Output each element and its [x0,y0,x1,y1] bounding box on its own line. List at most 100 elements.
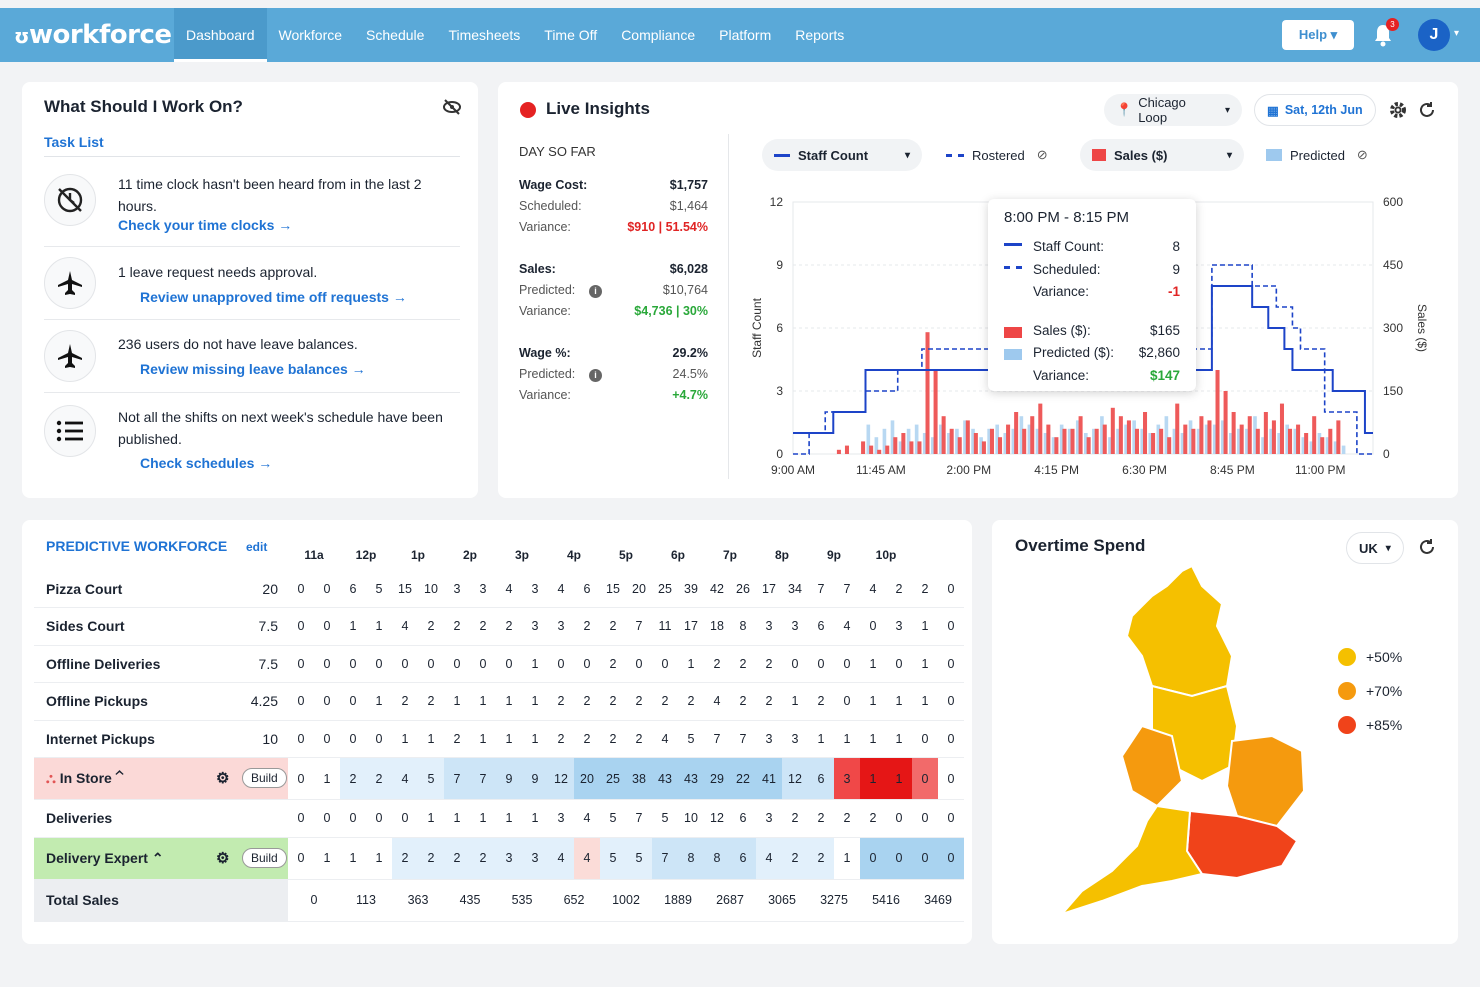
forecast-cell[interactable]: 0 [392,799,418,838]
forecast-cell[interactable]: 1 [860,682,886,721]
map-region-west-midlands[interactable] [1120,724,1184,808]
forecast-cell[interactable]: 2 [652,682,678,721]
forecast-cell[interactable]: 0 [886,645,912,683]
location-select[interactable]: 📍 Chicago Loop ▾ [1104,94,1242,126]
forecast-cell[interactable]: 0 [496,645,522,683]
eye-off-icon[interactable]: ⊘ [1036,147,1048,162]
forecast-cell[interactable]: 3 [548,799,574,838]
sales-bar[interactable] [1038,403,1043,454]
forecast-cell[interactable]: 0 [366,645,392,683]
forecast-cell[interactable]: 25 [600,757,626,800]
sales-bar[interactable] [893,437,898,454]
forecast-cell[interactable]: 6 [574,570,600,608]
predicted-bar[interactable] [930,437,935,454]
forecast-cell[interactable]: 4 [860,570,886,608]
sales-bar[interactable] [1014,412,1019,454]
sales-bar[interactable] [1320,437,1325,454]
sales-bar[interactable] [1336,420,1341,454]
forecast-cell[interactable]: 2 [444,720,470,758]
edit-link[interactable]: edit [246,540,268,554]
forecast-cell[interactable]: 1 [340,837,366,880]
forecast-cell[interactable]: 0 [444,645,470,683]
predicted-bar[interactable] [1269,428,1273,454]
forecast-cell[interactable]: 3 [834,757,860,800]
sales-bar[interactable] [1183,424,1188,454]
forecast-cell[interactable]: 2 [574,607,600,646]
forecast-cell[interactable]: 0 [288,682,314,721]
predicted-bar[interactable] [1148,433,1153,454]
forecast-cell[interactable]: 4 [704,682,730,721]
forecast-cell[interactable]: 5 [366,570,392,608]
forecast-cell[interactable]: 2 [548,682,574,721]
forecast-cell[interactable]: 7 [808,570,834,608]
forecast-cell[interactable]: 2 [782,837,808,880]
forecast-cell[interactable]: 6 [730,837,756,880]
forecast-cell[interactable]: 1 [340,607,366,646]
predicted-bar[interactable] [1188,420,1193,454]
forecast-cell[interactable]: 2 [600,607,626,646]
forecast-cell[interactable]: 0 [340,720,366,758]
predicted-bar[interactable] [979,437,983,454]
sales-bar[interactable] [1223,391,1228,454]
predicted-bar[interactable] [1229,433,1233,454]
nav-schedule[interactable]: Schedule [366,27,425,43]
forecast-cell[interactable]: 0 [938,682,964,721]
forecast-cell[interactable]: 0 [470,645,496,683]
sales-bar[interactable] [869,445,874,454]
forecast-cell[interactable]: 0 [860,837,886,880]
region-select[interactable]: UK ▾ [1346,532,1404,564]
sales-bar[interactable] [1054,437,1059,454]
forecast-cell[interactable]: 7 [444,757,470,800]
forecast-cell[interactable]: 0 [808,645,834,683]
sales-bar[interactable] [877,449,882,454]
sales-bar[interactable] [1046,424,1051,454]
forecast-cell[interactable]: 0 [314,645,340,683]
forecast-cell[interactable]: 1 [886,757,912,800]
forecast-cell[interactable]: 10 [418,570,444,608]
forecast-cell[interactable]: 7 [834,570,860,608]
forecast-cell[interactable]: 0 [652,645,678,683]
forecast-cell[interactable]: 0 [886,799,912,838]
forecast-cell[interactable]: 0 [548,645,574,683]
predicted-bar[interactable] [1212,424,1217,454]
sales-bar[interactable] [1167,437,1172,454]
predicted-bar[interactable] [1108,437,1112,454]
forecast-cell[interactable]: 1 [418,720,444,758]
forecast-cell[interactable]: 0 [314,682,340,721]
info-icon[interactable]: i [589,285,602,298]
forecast-cell[interactable]: 4 [756,837,782,880]
forecast-cell[interactable]: 7 [704,720,730,758]
predicted-bar[interactable] [963,420,967,454]
forecast-cell[interactable]: 1 [886,682,912,721]
predicted-bar[interactable] [1333,441,1338,454]
forecast-cell[interactable]: 0 [938,799,964,838]
forecast-cell[interactable]: 2 [730,682,756,721]
forecast-cell[interactable]: 6 [808,607,834,646]
predicted-bar[interactable] [1196,428,1201,454]
predicted-bar[interactable] [1059,424,1064,454]
forecast-cell[interactable]: 1 [860,757,886,800]
forecast-cell[interactable]: 0 [886,837,912,880]
forecast-cell[interactable]: 3 [886,607,912,646]
forecast-cell[interactable]: 0 [912,757,938,800]
forecast-cell[interactable]: 1 [444,682,470,721]
forecast-cell[interactable]: 1 [522,720,548,758]
sales-bar[interactable] [1022,428,1027,454]
predicted-bar[interactable] [890,420,895,454]
forecast-cell[interactable]: 2 [418,607,444,646]
forecast-cell[interactable]: 6 [730,799,756,838]
forecast-cell[interactable]: 0 [938,607,964,646]
task-list-tab[interactable]: Task List [44,134,104,150]
predicted-bar[interactable] [995,424,1000,454]
forecast-cell[interactable]: 20 [574,757,600,800]
task-link[interactable]: Check schedules → [140,455,273,471]
sales-bar[interactable] [1296,424,1301,454]
predicted-bar[interactable] [1325,437,1330,454]
nav-timesheets[interactable]: Timesheets [448,27,521,43]
forecast-cell[interactable]: 0 [782,645,808,683]
predicted-bar[interactable] [1220,420,1225,454]
forecast-cell[interactable]: 0 [288,570,314,608]
forecast-cell[interactable]: 1 [678,645,704,683]
forecast-cell[interactable]: 2 [600,682,626,721]
forecast-cell[interactable]: 1 [834,720,860,758]
